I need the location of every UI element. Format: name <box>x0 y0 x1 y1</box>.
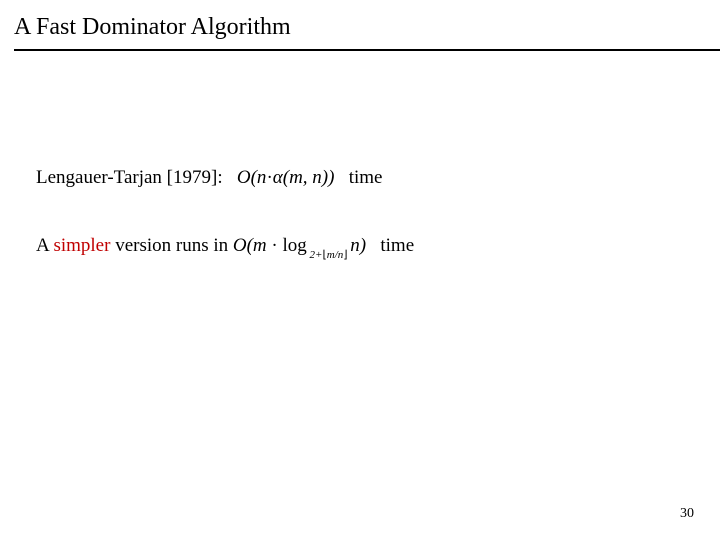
simpler-word: simpler <box>53 235 110 256</box>
o-m: O(m <box>233 235 267 256</box>
complexity-2: O(m · log 2+⌊m/n⌋ n) <box>233 235 371 256</box>
title-rule <box>14 49 720 51</box>
page-number: 30 <box>680 506 694 522</box>
runs-in: version runs in <box>110 235 232 256</box>
o-n: O(n <box>237 167 267 188</box>
sub-prefix: 2+ <box>307 249 323 261</box>
line-lengauer-tarjan: Lengauer-Tarjan [1979]: O(n·α(m, n)) tim… <box>36 167 684 189</box>
time-word-1: time <box>349 167 383 188</box>
floor-right: ⌋ <box>343 249 350 261</box>
alpha: α <box>273 167 283 188</box>
mn-close: (m, n)) <box>283 167 335 188</box>
content-area: Lengauer-Tarjan [1979]: O(n·α(m, n)) tim… <box>0 167 720 259</box>
author-year: Lengauer-Tarjan [1979]: <box>36 167 223 188</box>
time-word-2: time <box>380 235 414 256</box>
title-area: A Fast Dominator Algorithm <box>0 0 720 51</box>
sub-mn: m/n <box>327 249 344 261</box>
prefix-a: A <box>36 235 53 256</box>
log-subscript: 2+⌊m/n⌋ <box>307 249 351 261</box>
log-word: log <box>282 235 306 256</box>
slide: A Fast Dominator Algorithm Lengauer-Tarj… <box>0 0 720 540</box>
dot-2: · <box>267 235 283 256</box>
slide-title: A Fast Dominator Algorithm <box>14 14 720 41</box>
line-simpler-version: A simpler version runs in O(m · log 2+⌊m… <box>36 235 684 259</box>
n-close: n) <box>350 235 366 256</box>
complexity-1: O(n·α(m, n)) <box>237 167 339 188</box>
